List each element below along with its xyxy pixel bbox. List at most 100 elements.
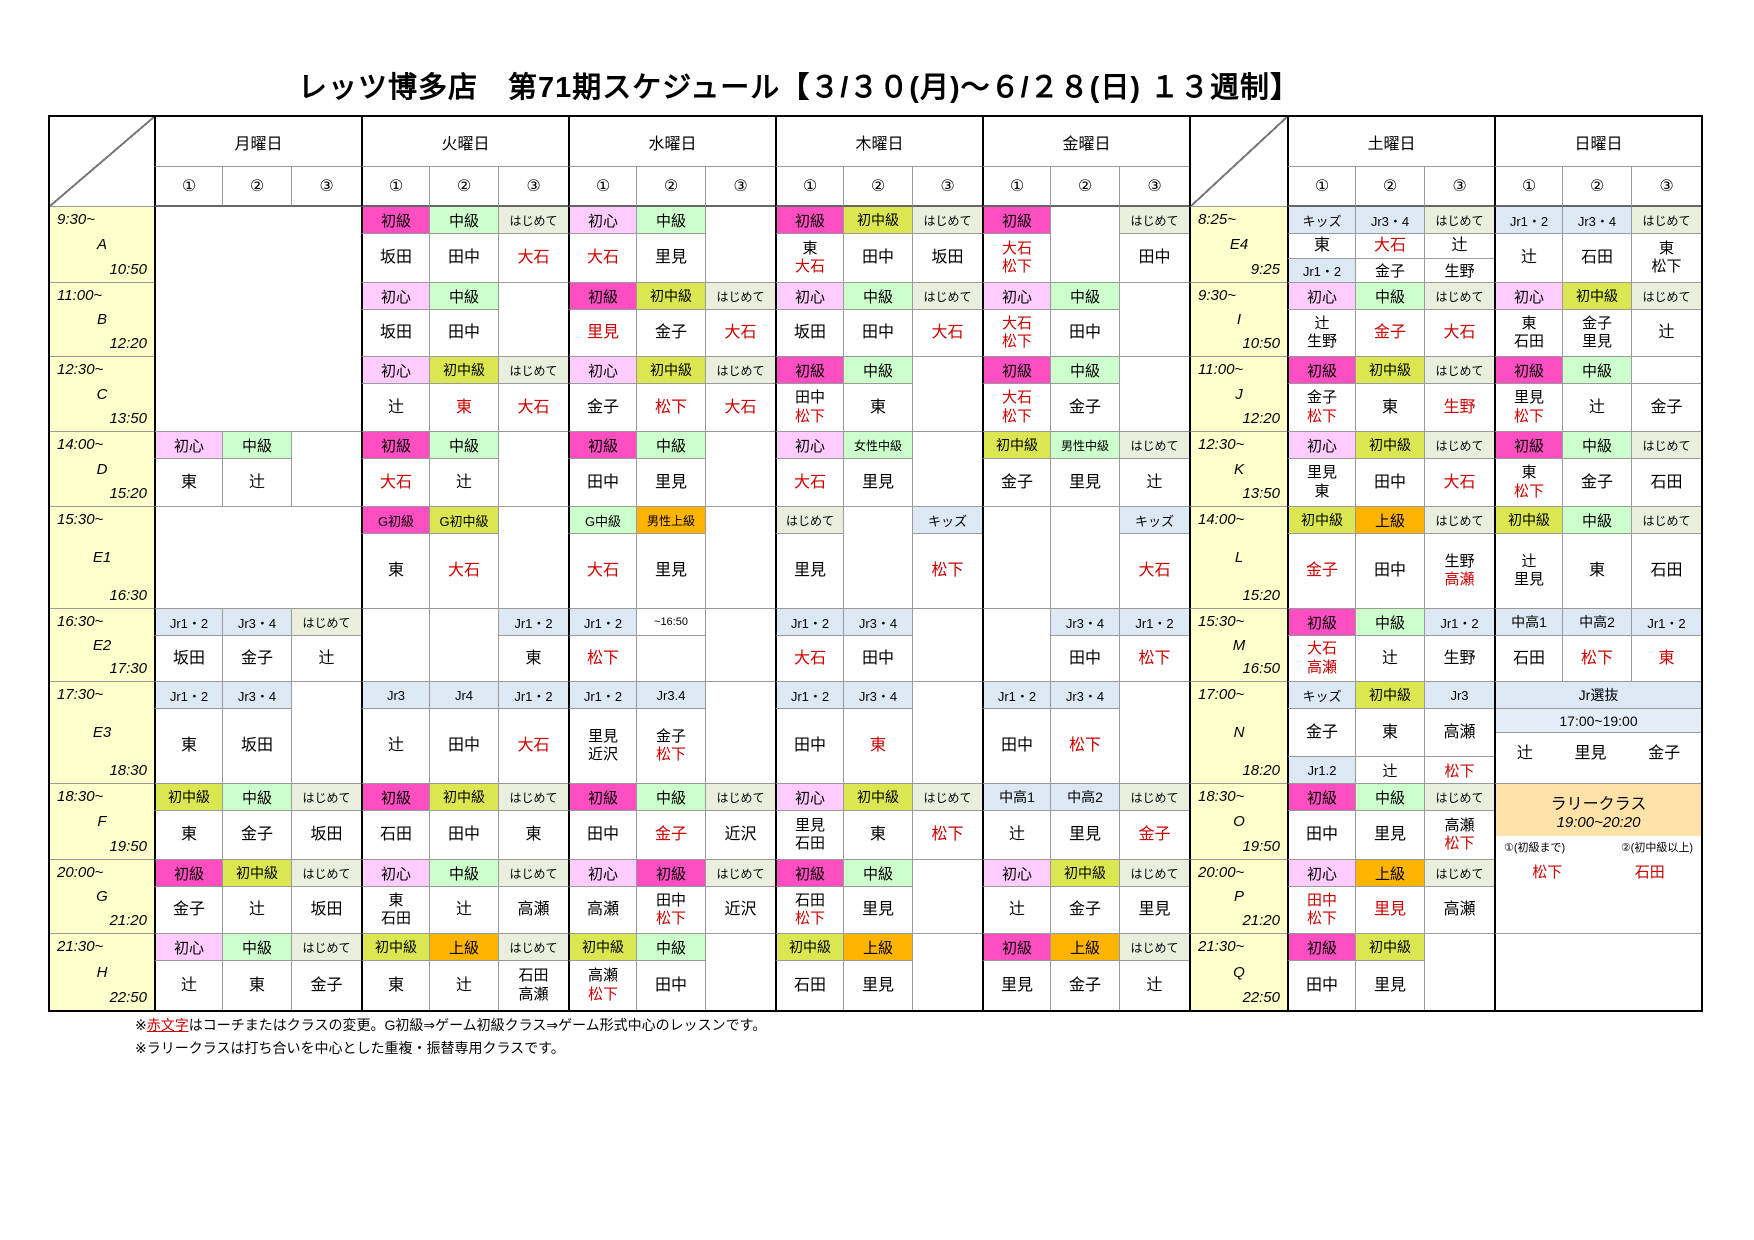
column-number: ① — [154, 167, 223, 207]
coach-name: 高瀬 — [586, 901, 619, 919]
name-cell: 辻 — [361, 384, 430, 432]
column-number: ③ — [913, 167, 982, 207]
class-cell: 初心 — [1287, 283, 1356, 310]
class-cell: 初中級 — [154, 784, 223, 811]
empty-cell — [1120, 283, 1189, 357]
coach-name: 松下 — [586, 649, 619, 667]
name-cell: 金子 — [1287, 709, 1356, 757]
coach-name: 辻 — [1658, 324, 1675, 342]
right-time-text: K — [1233, 460, 1244, 478]
footnote-text: 赤文字 — [146, 1017, 189, 1033]
name-cell: 坂田 — [361, 310, 430, 357]
coach-name: 里見 — [793, 562, 826, 580]
class-cell: はじめて — [1120, 860, 1189, 887]
class-cell: 初中級 — [1356, 682, 1425, 709]
coach-name: 田中 — [447, 737, 480, 755]
name-cell: 辻 — [223, 459, 292, 507]
name-cell: 田中 — [430, 709, 499, 784]
coach-name: 東 — [869, 737, 886, 755]
name-cell: 田中 — [982, 709, 1051, 784]
name-cell: 石田 — [775, 961, 844, 1010]
class-cell: 初心 — [361, 357, 430, 384]
coach-name: 辻 — [1146, 976, 1163, 994]
jr-senbatsu-time: 17:00~19:00 — [1496, 709, 1701, 733]
coach-name: 田中 — [1373, 473, 1406, 491]
name-cell: 辻 — [1563, 384, 1632, 432]
coach-name: 大石 — [794, 258, 825, 275]
name-cell: 金子 — [1356, 259, 1425, 283]
right-time-text: 16:50 — [1242, 660, 1280, 677]
coach-name: 大石 — [931, 324, 964, 342]
coach-name: 高瀬 — [587, 967, 618, 985]
coach-name: 田中 — [1305, 826, 1338, 844]
coach-name: 大石 — [517, 737, 550, 755]
name-cell: 辻 — [1494, 234, 1563, 283]
coach-name: 坂田 — [240, 737, 273, 755]
coach-name: 東 — [1381, 398, 1398, 416]
class-cell: 中級 — [1051, 357, 1120, 384]
name-cell: 東大石 — [775, 234, 844, 283]
coach-name: 里見 — [1068, 826, 1101, 844]
name-cell: 近沢 — [706, 811, 775, 860]
time-slot-M: 15:30~ M 16:50 — [1189, 609, 1287, 682]
coach-name: 大石 — [379, 473, 412, 491]
rally-filler — [1496, 884, 1701, 933]
coach-name: 金子 — [654, 826, 687, 844]
column-number: ③ — [1632, 167, 1701, 207]
class-cell: 初級 — [568, 432, 637, 459]
name-cell: 松下 — [913, 534, 982, 609]
name-cell: 金子 — [1287, 534, 1356, 609]
coach-name: 東 — [869, 398, 886, 416]
right-time-text: 13:50 — [1242, 485, 1280, 502]
time-slot-N: 17:00~ N 18:20 — [1189, 682, 1287, 784]
column-number: ① — [361, 167, 430, 207]
name-cell: 田中 — [1051, 310, 1120, 357]
name-cell: 松下 — [1425, 757, 1494, 784]
name-cell: 田中 — [430, 234, 499, 283]
name-cell: 金子 — [1563, 459, 1632, 507]
class-cell: 初心 — [154, 432, 223, 459]
class-cell: キッズ — [1120, 507, 1189, 534]
coach-name: 大石 — [586, 249, 619, 267]
coach-name: 里見 — [794, 816, 825, 834]
class-cell: はじめて — [292, 934, 361, 961]
class-cell: 中級 — [430, 207, 499, 234]
left-time-text: A — [96, 236, 107, 253]
coach-name: 石田 — [379, 826, 412, 844]
name-cell: 辻 — [1120, 459, 1189, 507]
name-cell: 大石 — [706, 310, 775, 357]
name-cell: 東松下 — [1494, 459, 1563, 507]
name-cell: 田中 松下 — [775, 384, 844, 432]
class-cell: 初級 — [982, 357, 1051, 384]
name-cell: 辻 — [430, 887, 499, 934]
name-cell: 高瀬 — [1425, 709, 1494, 757]
right-time-text: 8:25~ — [1198, 211, 1236, 228]
left-time-text: 11:00~ — [57, 287, 103, 304]
coach-name: 東 — [1521, 464, 1537, 482]
class-cell: 男性上級 — [637, 507, 706, 534]
class-cell: 初級 — [154, 860, 223, 887]
class-cell: 初級 — [361, 784, 430, 811]
name-cell: 大石 — [499, 709, 568, 784]
left-time-text: 12:20 — [109, 335, 147, 352]
coach-name: 金子 — [1068, 901, 1101, 919]
coach-name: 大石 — [1373, 237, 1406, 255]
jr-senbatsu-title: Jr選抜 — [1496, 682, 1701, 709]
coach-name: 東 — [1314, 482, 1330, 500]
footnote-text: はコーチまたはクラスの変更。G初級⇒ゲーム初級クラス⇒ゲーム形式中心のレッスンで… — [188, 1017, 767, 1033]
coach-name: 生野 — [1306, 333, 1337, 350]
class-cell: はじめて — [706, 283, 775, 310]
day-header-thu: 木曜日 — [775, 117, 982, 167]
name-cell: 東 — [361, 534, 430, 609]
coach-name: 里見 — [861, 901, 894, 919]
right-time-text: 9:30~ — [1198, 287, 1236, 304]
left-time-text: 19:50 — [109, 838, 147, 855]
name-cell: 石田 — [1632, 534, 1701, 609]
coach-name: 金子 — [1650, 398, 1683, 416]
coach-name: 大石 — [793, 473, 826, 491]
coach-name: 高瀬 — [1306, 658, 1337, 676]
class-cell: 初級 — [775, 860, 844, 887]
name-cell: 松下 — [1563, 636, 1632, 682]
coach-name: 辻 — [248, 901, 265, 919]
coach-name: 近沢 — [724, 826, 757, 844]
